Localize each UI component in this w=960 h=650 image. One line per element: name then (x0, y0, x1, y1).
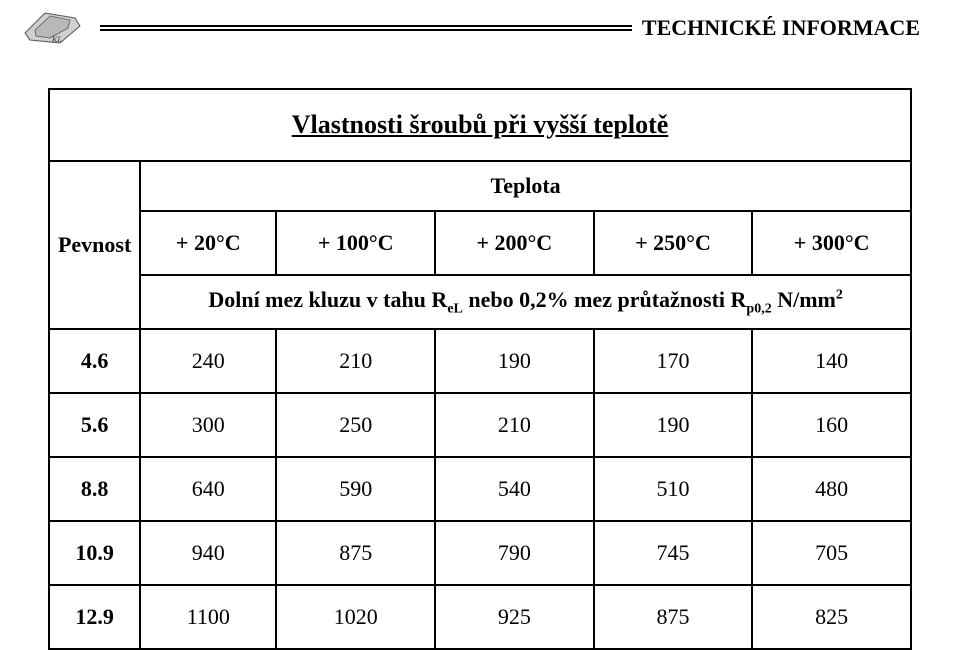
pevnost-header: Pevnost (49, 161, 140, 329)
col-header: + 300°C (752, 211, 911, 275)
data-cell: 170 (594, 329, 753, 393)
table-row: 12.9 1100 1020 925 875 825 (49, 585, 911, 649)
col-header: + 250°C (594, 211, 753, 275)
data-cell: 925 (435, 585, 594, 649)
row-label: 10.9 (49, 521, 140, 585)
data-cell: 540 (435, 457, 594, 521)
data-cell: 160 (752, 393, 911, 457)
data-cell: 590 (276, 457, 435, 521)
logo-icon: KL (20, 8, 90, 48)
data-cell: 875 (276, 521, 435, 585)
data-cell: 940 (140, 521, 276, 585)
data-cell: 1020 (276, 585, 435, 649)
header-divider (100, 23, 632, 33)
properties-table: Vlastnosti šroubů při vyšší teplotě Pevn… (48, 88, 912, 650)
table-title: Vlastnosti šroubů při vyšší teplotě (49, 89, 911, 161)
data-cell: 510 (594, 457, 753, 521)
data-cell: 745 (594, 521, 753, 585)
data-cell: 210 (435, 393, 594, 457)
data-cell: 705 (752, 521, 911, 585)
properties-table-wrap: Vlastnosti šroubů při vyšší teplotě Pevn… (48, 88, 912, 650)
data-cell: 875 (594, 585, 753, 649)
col-header: + 20°C (140, 211, 276, 275)
data-cell: 210 (276, 329, 435, 393)
data-cell: 140 (752, 329, 911, 393)
row-label: 8.8 (49, 457, 140, 521)
header-title: TECHNICKÉ INFORMACE (642, 15, 920, 41)
table-row: 4.6 240 210 190 170 140 (49, 329, 911, 393)
data-cell: 190 (435, 329, 594, 393)
teplota-header: Teplota (140, 161, 911, 211)
row-label: 4.6 (49, 329, 140, 393)
data-cell: 250 (276, 393, 435, 457)
page-header: KL TECHNICKÉ INFORMACE (0, 8, 960, 48)
table-row: 10.9 940 875 790 745 705 (49, 521, 911, 585)
data-cell: 825 (752, 585, 911, 649)
svg-text:KL: KL (51, 35, 62, 44)
data-cell: 240 (140, 329, 276, 393)
table-row: 5.6 300 250 210 190 160 (49, 393, 911, 457)
sub-header: Dolní mez kluzu v tahu ReL nebo 0,2% mez… (140, 275, 911, 329)
table-row: 8.8 640 590 540 510 480 (49, 457, 911, 521)
row-label: 12.9 (49, 585, 140, 649)
col-header: + 100°C (276, 211, 435, 275)
data-cell: 480 (752, 457, 911, 521)
data-cell: 1100 (140, 585, 276, 649)
data-cell: 790 (435, 521, 594, 585)
data-cell: 300 (140, 393, 276, 457)
col-header: + 200°C (435, 211, 594, 275)
data-cell: 190 (594, 393, 753, 457)
data-cell: 640 (140, 457, 276, 521)
row-label: 5.6 (49, 393, 140, 457)
